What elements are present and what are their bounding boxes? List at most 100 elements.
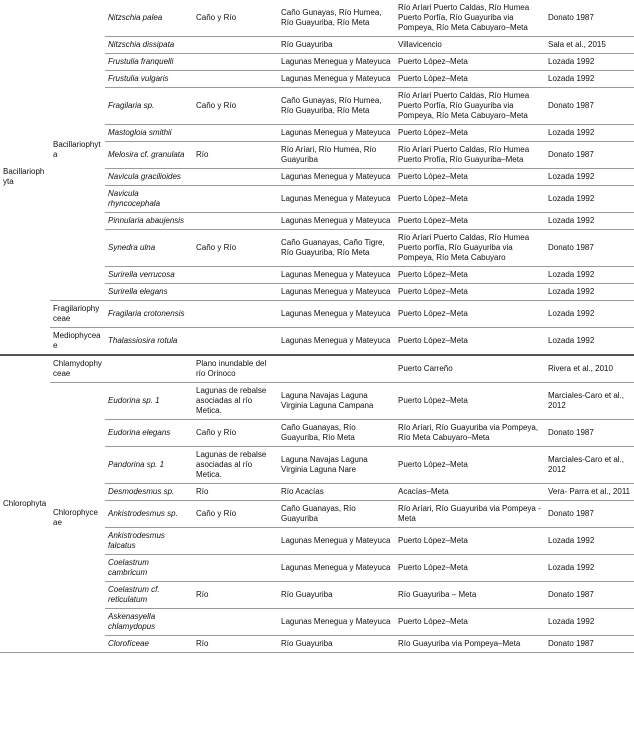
- table-row: Pinnularia abaujensis Lagunas Menegua y M…: [0, 212, 634, 230]
- class: Chlamydophyceae: [50, 354, 105, 383]
- habitat: [193, 608, 278, 636]
- locality: Puerto López–Meta: [395, 185, 545, 213]
- table-row: Coelastrum cf. reticulatum Río Río Guayuri…: [0, 581, 634, 609]
- habitat: [193, 554, 278, 582]
- reference: Marciales-Caro et al., 2012: [545, 446, 634, 484]
- table-row: Fragilaria sp. Caño y Río Caño Gunayas, Rí…: [0, 87, 634, 125]
- water-bodies: Lagunas Menegua y Mateyuca: [278, 554, 395, 582]
- locality: Río Guayuriba – Meta: [395, 581, 545, 609]
- species: Desmodesmus sp.: [105, 483, 193, 501]
- water-bodies: Lagunas Menegua y Mateyuca: [278, 53, 395, 71]
- reference: Lozada 1992: [545, 527, 634, 555]
- reference: Donato 1987: [545, 500, 634, 528]
- reference: Donato 1987: [545, 0, 634, 37]
- water-bodies: Laguna Navajas Laguna Virginia Laguna Na…: [278, 446, 395, 484]
- locality: Río Aríari, Río Guayuriba via Pompeya, R…: [395, 419, 545, 447]
- locality: Puerto López–Meta: [395, 70, 545, 88]
- habitat: Río: [193, 581, 278, 609]
- locality: Puerto López–Meta: [395, 212, 545, 230]
- water-bodies: Lagunas Menegua y Mateyuca: [278, 327, 395, 356]
- locality: Puerto López–Meta: [395, 327, 545, 356]
- species: Eudorina elegans: [105, 419, 193, 447]
- species: Melosira cf. granulata: [105, 141, 193, 169]
- water-bodies: Lagunas Menegua y Mateyuca: [278, 283, 395, 301]
- reference: Sala et al., 2015: [545, 36, 634, 54]
- table-row: Synedra ulna Caño y Río Caño Guanayas, Cañ…: [0, 229, 634, 267]
- species: Eudorina sp. 1: [105, 382, 193, 420]
- water-bodies: Lagunas Menegua y Mateyuca: [278, 527, 395, 555]
- species: Nitzschia palea: [105, 0, 193, 37]
- phylum: Bacillariophyta: [0, 0, 50, 356]
- habitat: Lagunas de rebalse asociadas al río Meti…: [193, 382, 278, 420]
- reference: Lozada 1992: [545, 53, 634, 71]
- water-bodies: Lagunas Menegua y Mateyuca: [278, 124, 395, 142]
- water-bodies: [278, 354, 395, 383]
- table-row: Navicula rhyncocephala Lagunas Menegua y …: [0, 185, 634, 213]
- table-row: Ankistrodesmus sp. Caño y Río Caño Guanaya…: [0, 500, 634, 528]
- locality: Acacías–Meta: [395, 483, 545, 501]
- water-bodies: Río Guayuriba: [278, 635, 395, 653]
- habitat: [193, 168, 278, 186]
- water-bodies: Caño Guanayas, Río Guayuriba: [278, 500, 395, 528]
- water-bodies: Lagunas Menegua y Mateyuca: [278, 168, 395, 186]
- habitat: Plano inundable del río Orinoco: [193, 354, 278, 383]
- reference: Donato 1987: [545, 87, 634, 125]
- habitat: [193, 53, 278, 71]
- reference: Lozada 1992: [545, 185, 634, 213]
- locality: Río Aríari Puerto Caldas, Río Humea Puer…: [395, 87, 545, 125]
- water-bodies: Río Guayuriba: [278, 581, 395, 609]
- table-row: Melosira cf. granulata Río Río Aríari, Río…: [0, 141, 634, 169]
- table-row: Pandorina sp. 1 Lagunas de rebalse asocia…: [0, 446, 634, 484]
- habitat: Caño y Río: [193, 229, 278, 267]
- locality: Puerto López–Meta: [395, 527, 545, 555]
- table-row: Fragilariophyceae Fragilaria crotonensis L…: [0, 300, 634, 328]
- locality: Puerto López–Meta: [395, 554, 545, 582]
- water-bodies: Lagunas Menegua y Mateyuca: [278, 300, 395, 328]
- locality: Puerto Carreño: [395, 354, 545, 383]
- reference: Lozada 1992: [545, 554, 634, 582]
- reference: Lozada 1992: [545, 283, 634, 301]
- water-bodies: Río Guayuriba: [278, 36, 395, 54]
- table-row: Mediophyceae Thalassiosira rotula Lagunas …: [0, 327, 634, 356]
- reference: Vera- Parra et al., 2011: [545, 483, 634, 501]
- reference: Donato 1987: [545, 141, 634, 169]
- water-bodies: Caño Gunayas, Río Humea, Río Guayuriba, …: [278, 87, 395, 125]
- table-row: Chlorophyceae Eudorina sp. 1 Lagunas de re…: [0, 382, 634, 653]
- table-row: Surirella verrucosa Lagunas Menegua y Mat…: [0, 266, 634, 284]
- table-row: Clorofíceae Río Río Guayuriba Río Guayuriba…: [0, 635, 634, 653]
- species: Coelastrum cf. reticulatum: [105, 581, 193, 609]
- water-bodies: Caño Guanayas, Río Guayuriba, Río Meta: [278, 419, 395, 447]
- locality: Río Aríari Puerto Caldas, Río Humea Puer…: [395, 0, 545, 37]
- locality: Puerto López–Meta: [395, 283, 545, 301]
- habitat: [193, 527, 278, 555]
- species: Ankistrodesmus sp.: [105, 500, 193, 528]
- locality: Río Aríari Puerto Caldas, Río Humea Puer…: [395, 229, 545, 267]
- water-bodies: Lagunas Menegua y Mateyuca: [278, 70, 395, 88]
- habitat: Río: [193, 483, 278, 501]
- reference: Lozada 1992: [545, 212, 634, 230]
- habitat: [193, 124, 278, 142]
- table-row: Bacillariophyta Bacillariophyta Nitzschia …: [0, 0, 634, 356]
- species: Nitzschia dissipata: [105, 36, 193, 54]
- species: Synedra ulna: [105, 229, 193, 267]
- table-row: Frustulia vulgaris Lagunas Menegua y Mate…: [0, 70, 634, 88]
- habitat: [193, 36, 278, 54]
- water-bodies: Lagunas Menegua y Mateyuca: [278, 212, 395, 230]
- locality: Río Aríari, Río Guayuriba via Pompeya -M…: [395, 500, 545, 528]
- habitat: Caño y Río: [193, 0, 278, 37]
- water-bodies: Laguna Navajas Laguna Virginia Laguna Ca…: [278, 382, 395, 420]
- class: Bacillariophyta: [50, 0, 105, 301]
- locality: Puerto López–Meta: [395, 266, 545, 284]
- table-row: Frustulia franquelli Lagunas Menegua y Ma…: [0, 53, 634, 71]
- species: Surirella verrucosa: [105, 266, 193, 284]
- species: Frustulia vulgaris: [105, 70, 193, 88]
- species: Pandorina sp. 1: [105, 446, 193, 484]
- habitat: [193, 300, 278, 328]
- water-bodies: Caño Guanayas, Caño Tigre, Río Guayuriba…: [278, 229, 395, 267]
- locality: Puerto López–Meta: [395, 300, 545, 328]
- class: Fragilariophyceae: [50, 300, 105, 328]
- locality: Villavicencio: [395, 36, 545, 54]
- locality: Puerto López–Meta: [395, 53, 545, 71]
- locality: Puerto López–Meta: [395, 382, 545, 420]
